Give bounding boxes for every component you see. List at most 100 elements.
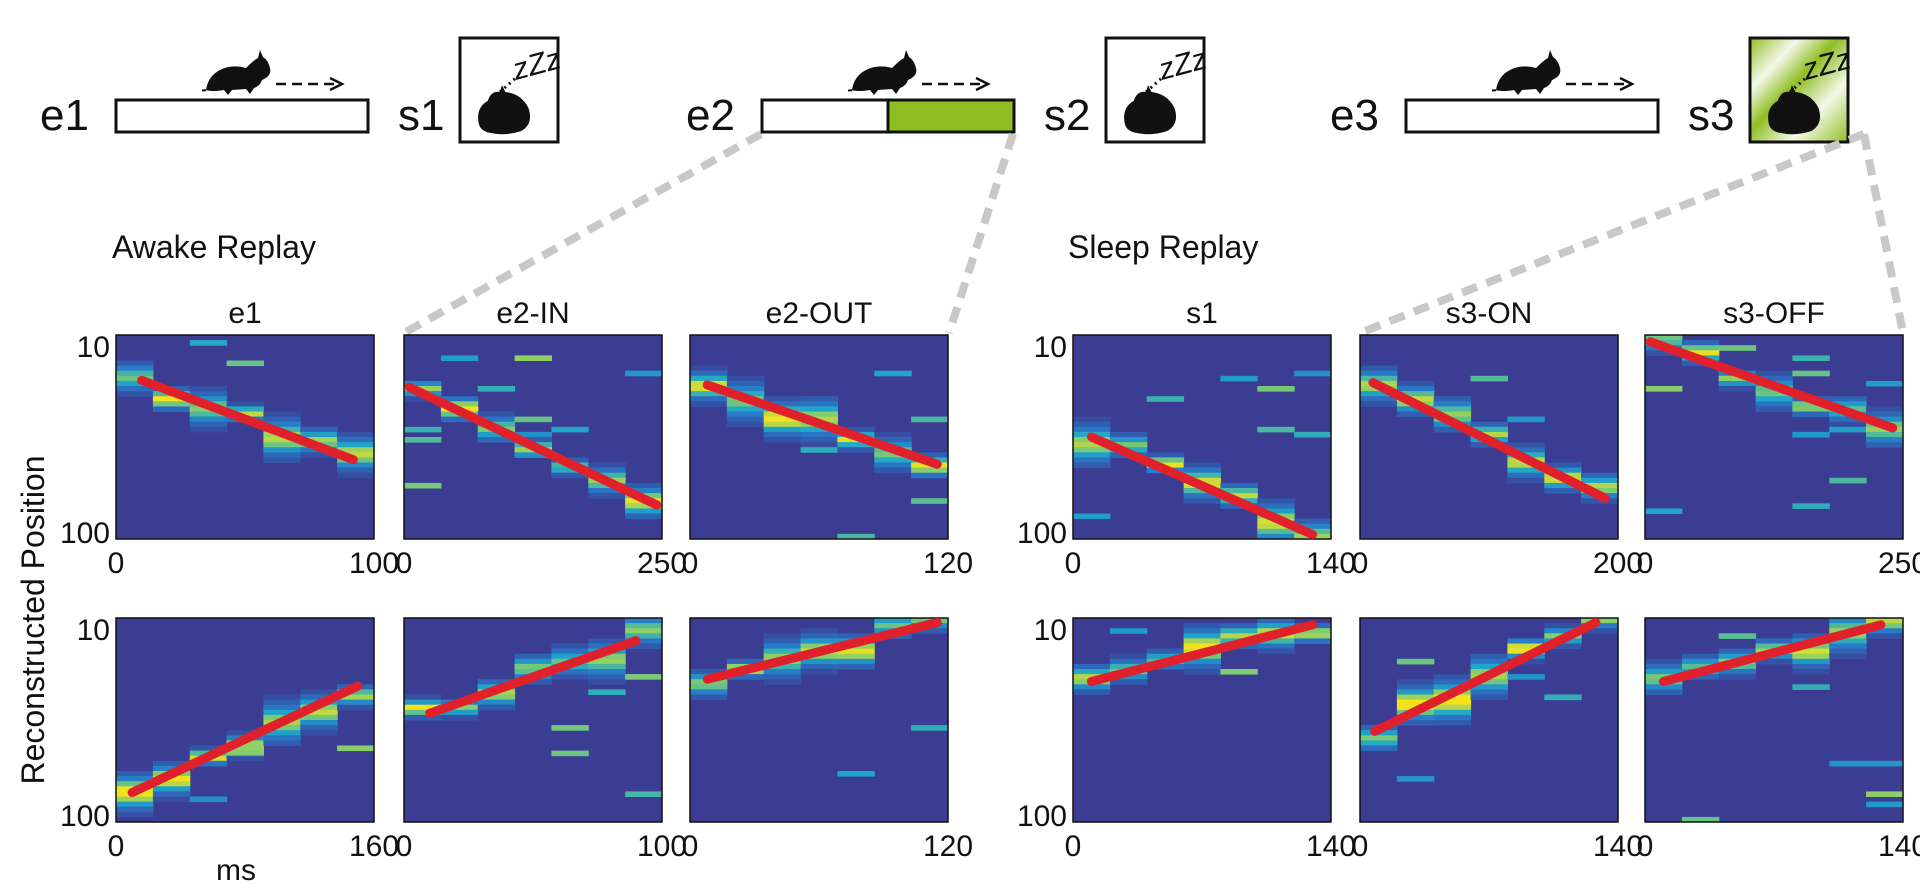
heatmap-cell — [1755, 375, 1793, 382]
heatmap-cell — [116, 386, 154, 392]
heatmap-cell — [514, 653, 552, 660]
heatmap-cell — [116, 806, 154, 813]
heatmap-cell — [263, 442, 301, 448]
heatmap-cell — [1829, 396, 1867, 402]
heatmap-cell — [440, 704, 479, 711]
heatmap-cell — [1257, 508, 1295, 514]
heatmap-cell — [911, 467, 949, 474]
heatmap-cell — [1257, 533, 1295, 540]
heatmap-cell — [763, 663, 802, 670]
heatmap-cell — [477, 437, 516, 443]
heatmap-cell — [690, 396, 728, 402]
heatmap-cell — [1073, 426, 1111, 433]
y-tick-label: 100 — [60, 517, 110, 550]
heatmap-cell — [1109, 658, 1148, 665]
heatmap-cell — [1360, 365, 1398, 372]
heatmap-cell — [763, 431, 802, 438]
panel-s3-OFF: s3-OFF 0 250 — [1637, 297, 1920, 580]
heatmap-cell — [404, 426, 442, 433]
heatmap-cell — [1792, 648, 1830, 655]
heatmap-cell — [440, 355, 479, 361]
heatmap-cell — [300, 730, 338, 736]
heatmap-cell — [152, 760, 191, 767]
heatmap-cell — [874, 618, 912, 624]
heatmap-cell — [1755, 370, 1793, 377]
panel-frame — [403, 334, 663, 540]
heatmap-cell — [1109, 437, 1148, 443]
fit-line — [1086, 432, 1318, 539]
heatmap-cell — [837, 663, 875, 670]
heatmap-cell — [337, 745, 375, 752]
heatmap-cell — [404, 396, 442, 402]
x-tick-label: 140 — [1878, 830, 1920, 863]
fit-line — [1658, 620, 1886, 686]
heatmap-cell — [763, 648, 802, 655]
heatmap-cell — [1433, 699, 1472, 706]
heatmap-cell — [625, 674, 663, 680]
heatmap-cell — [1829, 421, 1867, 428]
fit-line — [702, 380, 942, 469]
heatmap-cell — [1470, 658, 1508, 665]
heatmap-cell — [1681, 653, 1720, 660]
heatmap-cell — [1183, 669, 1221, 675]
heatmap-cell — [1829, 623, 1867, 629]
heatmap-cell — [588, 658, 626, 665]
heatmap-cell — [1257, 623, 1295, 629]
heatmap-cell — [1360, 370, 1398, 377]
heatmap-cell — [800, 633, 838, 639]
heatmap-cell — [1396, 689, 1435, 695]
heatmap-cell — [1360, 745, 1398, 752]
heatmap-cell — [116, 796, 154, 803]
heatmap-cell — [440, 396, 479, 402]
heatmap-cell — [1294, 431, 1332, 438]
x-axis-label: ms — [216, 854, 256, 884]
heatmap-cell — [1257, 503, 1295, 509]
heatmap-cell — [690, 694, 728, 701]
heatmap-cell — [1109, 663, 1148, 670]
heatmap-cell — [263, 421, 301, 428]
heatmap-cell — [1866, 380, 1904, 387]
heatmap-cell — [1792, 406, 1830, 412]
heatmap-cell — [588, 663, 626, 670]
heatmap-cell — [1433, 709, 1472, 716]
heatmap-cell — [1257, 498, 1295, 504]
heatmap-cell — [1755, 643, 1793, 650]
heatmap-cell — [690, 684, 728, 690]
heatmap-cell — [514, 437, 552, 443]
arrow-head — [329, 76, 345, 92]
heatmap-cell — [1507, 447, 1545, 453]
heatmap-cell — [1073, 462, 1111, 469]
heatmap-cell — [1755, 406, 1793, 412]
heatmap-cell — [263, 452, 301, 458]
heatmap-cell — [1433, 396, 1472, 402]
heatmap-cell — [911, 628, 949, 634]
heatmap-cell — [1433, 406, 1472, 412]
heatmap-cell — [1866, 760, 1904, 767]
heatmap-cell — [1109, 628, 1148, 634]
heatmap-cell — [263, 725, 301, 731]
heatmap-cell — [1073, 442, 1111, 448]
x-tick-label: 120 — [923, 830, 973, 863]
heatmap-cell — [1829, 653, 1867, 660]
heatmap-cell — [1396, 380, 1435, 387]
x-tick-label: 0 — [1637, 830, 1654, 863]
heatmap-cell — [189, 340, 228, 346]
fit-line — [1368, 378, 1610, 503]
heatmap-cell — [874, 467, 912, 474]
heatmap-cell — [1183, 488, 1221, 494]
heatmap-cell — [1866, 431, 1904, 438]
heatmap-cell — [763, 426, 802, 433]
heatmap-cell — [1792, 401, 1830, 407]
panel-e2-IN: e2-IN 0 250 — [396, 297, 687, 580]
panel-e2-OUT: e2-OUT 0 120 — [682, 297, 973, 580]
heatmap-cell — [152, 786, 191, 792]
heatmap-cell — [625, 643, 663, 650]
heatmap-cell — [337, 452, 375, 458]
heatmap-cell — [1183, 467, 1221, 474]
connector-line — [945, 132, 1017, 335]
heatmap-cell — [1718, 375, 1757, 382]
heatmap-cell — [152, 781, 191, 787]
heatmap-cell — [404, 699, 442, 706]
panel-title: s1 — [1186, 297, 1218, 330]
